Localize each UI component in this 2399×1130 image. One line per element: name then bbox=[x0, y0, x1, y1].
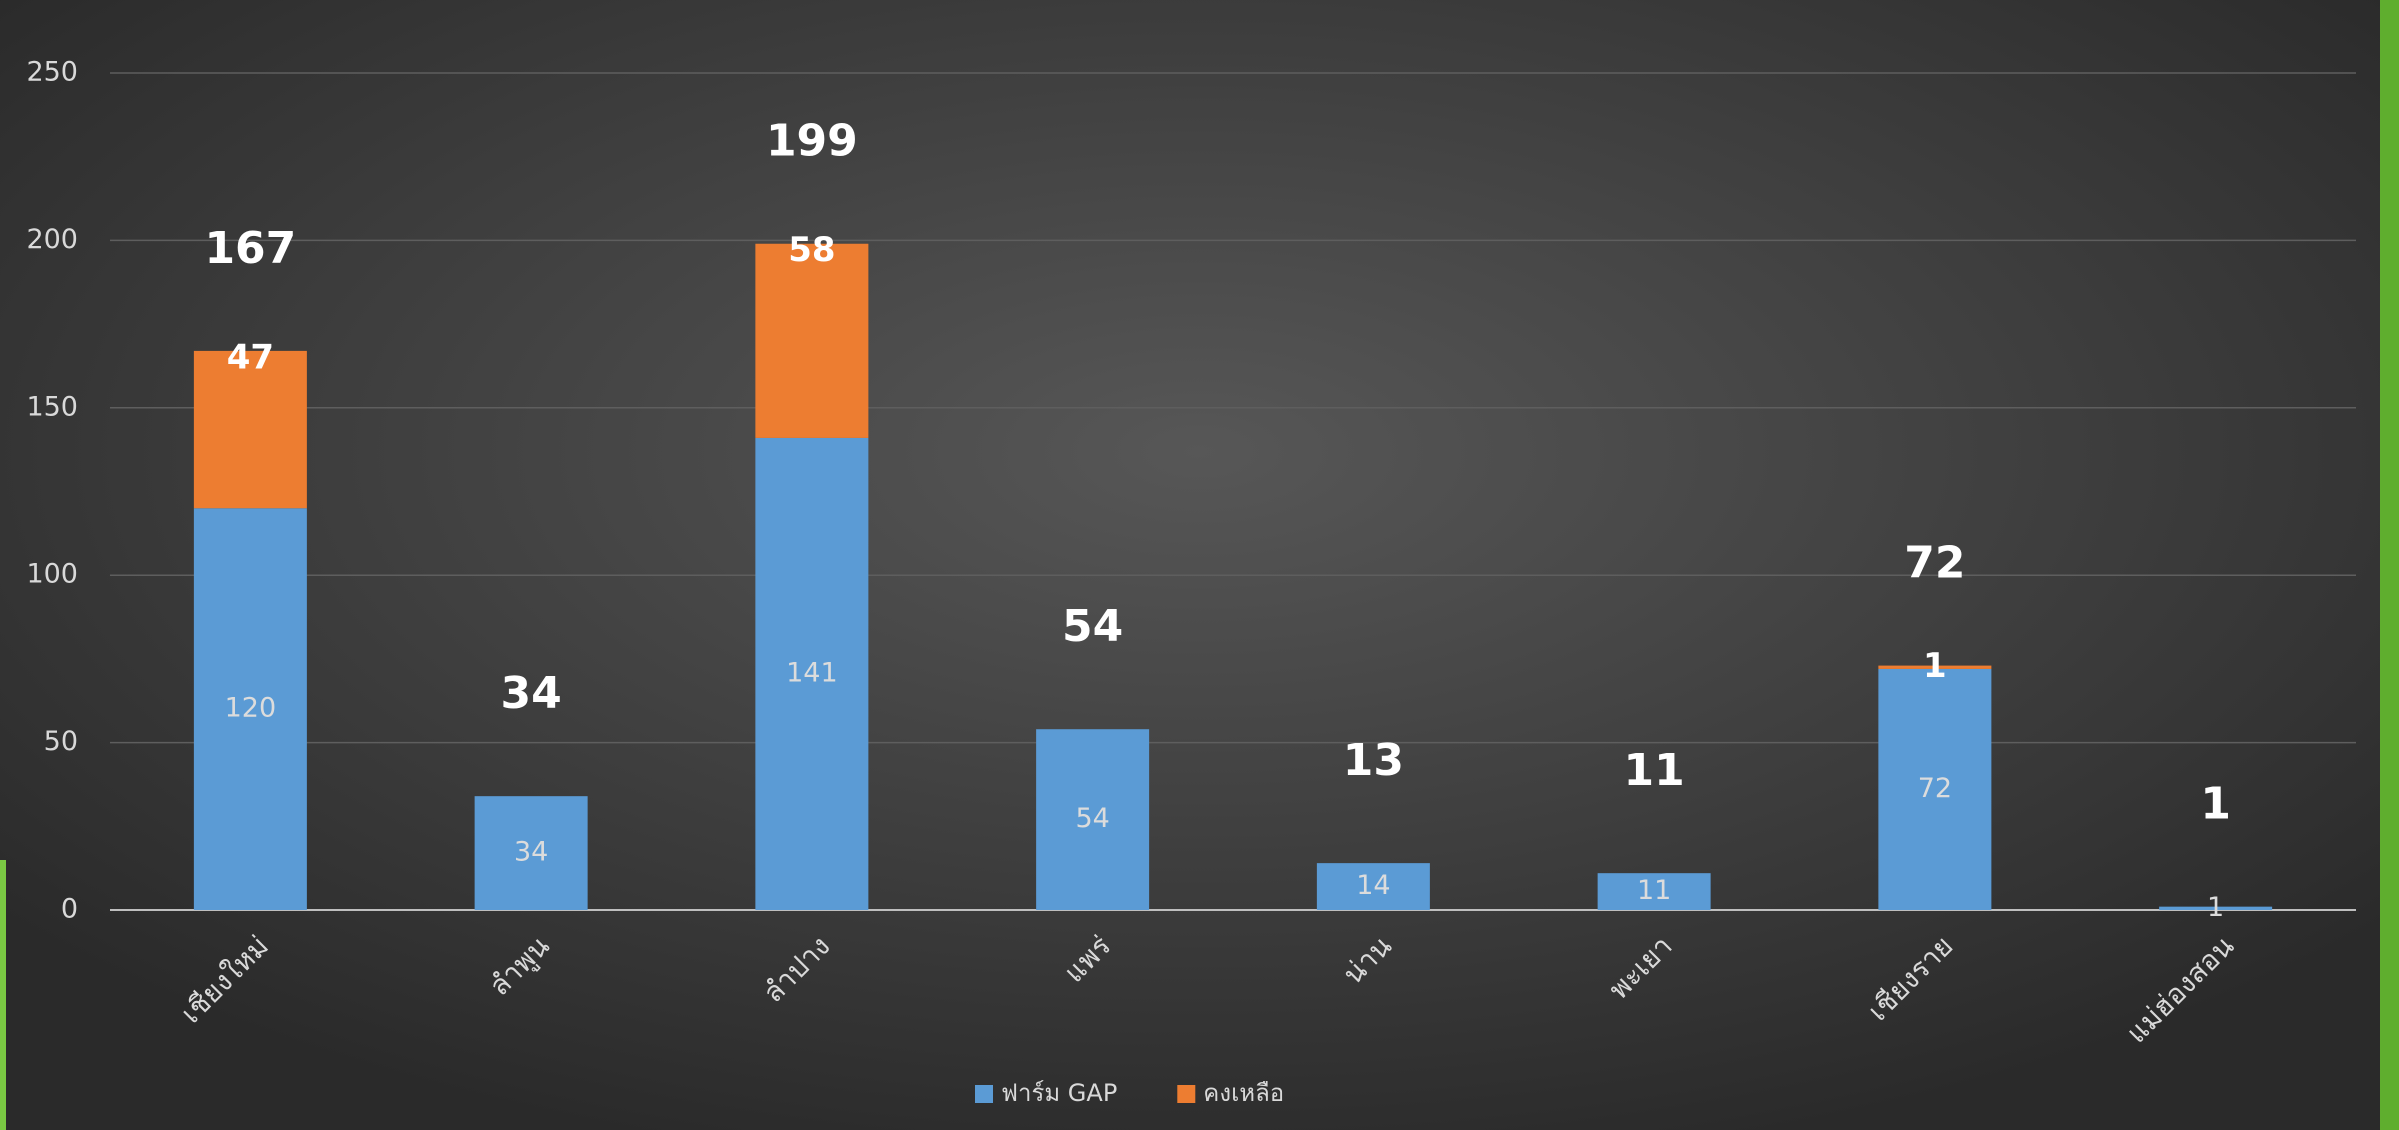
bar-segment bbox=[1878, 668, 1992, 910]
bar-segment bbox=[474, 796, 588, 910]
total-label: 11 bbox=[1624, 745, 1685, 796]
value-label: 72 bbox=[1918, 773, 1952, 804]
total-label: 1 bbox=[2200, 779, 2231, 830]
y-tick-label: 250 bbox=[26, 57, 78, 88]
value-label: 141 bbox=[786, 657, 838, 688]
legend-swatch bbox=[1177, 1085, 1196, 1103]
value-label: 54 bbox=[1075, 803, 1109, 834]
value-label: 58 bbox=[788, 230, 835, 270]
bar-segment bbox=[1316, 863, 1430, 910]
total-label: 167 bbox=[204, 223, 296, 274]
value-label: 1 bbox=[2207, 892, 2224, 923]
y-tick-label: 100 bbox=[26, 559, 78, 590]
y-tick-label: 50 bbox=[44, 726, 78, 757]
legend-swatch bbox=[975, 1085, 993, 1103]
edge-accent bbox=[0, 860, 6, 1130]
legend-label: คงเหลือ bbox=[1203, 1079, 1284, 1107]
total-label: 54 bbox=[1062, 601, 1123, 652]
y-tick-label: 200 bbox=[26, 224, 78, 255]
value-label: 11 bbox=[1637, 875, 1671, 906]
total-label: 13 bbox=[1343, 735, 1404, 786]
value-label: 120 bbox=[225, 693, 277, 724]
bar-segment bbox=[755, 437, 869, 910]
value-label: 1 bbox=[1923, 646, 1947, 686]
y-tick-label: 150 bbox=[26, 391, 78, 422]
edge-accent bbox=[2380, 0, 2399, 1130]
total-label: 199 bbox=[766, 116, 858, 167]
bar-segment bbox=[1878, 665, 1992, 669]
value-label: 34 bbox=[514, 837, 548, 868]
bar-segment bbox=[1036, 729, 1150, 910]
bar-segment bbox=[755, 243, 869, 438]
value-label: 47 bbox=[227, 337, 274, 377]
bar-segment bbox=[2159, 906, 2273, 910]
total-label: 72 bbox=[1904, 538, 1965, 589]
legend-label: ฟาร์ม GAP bbox=[1001, 1079, 1117, 1107]
bar-segment bbox=[193, 350, 307, 509]
y-tick-label: 0 bbox=[61, 894, 78, 925]
value-label: 14 bbox=[1356, 870, 1390, 901]
total-label: 34 bbox=[501, 668, 562, 719]
bar-segment bbox=[1597, 873, 1711, 910]
bar-segment bbox=[193, 508, 307, 910]
